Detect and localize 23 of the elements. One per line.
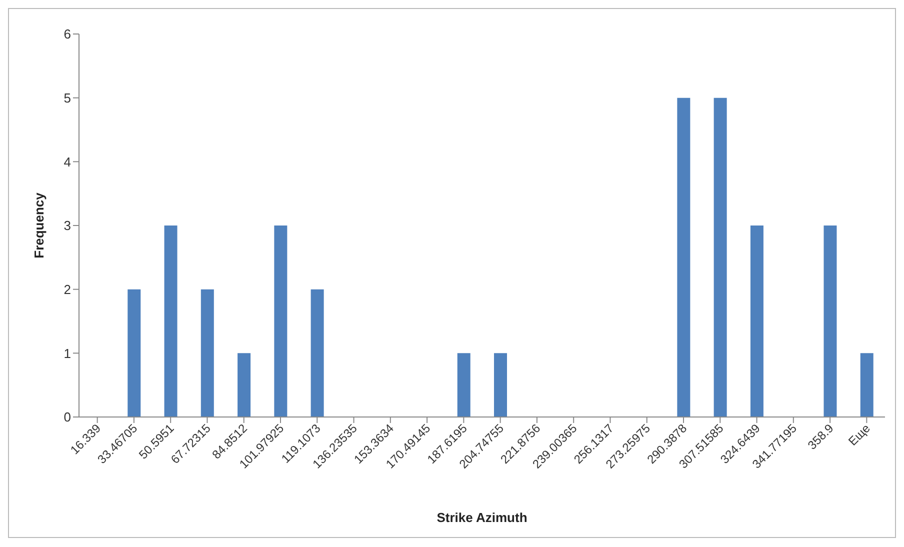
y-tick-label: 5 — [64, 90, 71, 106]
bar — [677, 98, 690, 417]
bar — [310, 289, 324, 417]
bar — [238, 353, 251, 417]
y-tick-label: 4 — [64, 154, 71, 170]
x-tick-label: Еще — [846, 420, 874, 448]
x-axis-title: Strike Azimuth — [436, 510, 528, 525]
bar — [274, 226, 288, 417]
bar — [494, 353, 507, 417]
bar — [750, 226, 764, 417]
y-axis-title: Frequency — [32, 192, 47, 258]
y-tick-label: 6 — [64, 26, 71, 42]
bar — [714, 98, 727, 417]
bar — [457, 353, 470, 417]
y-tick-label: 1 — [64, 346, 71, 361]
bar — [200, 289, 214, 417]
y-tick-label: 2 — [64, 282, 71, 297]
y-tick-label: 3 — [64, 218, 71, 234]
bar — [824, 226, 837, 417]
bar — [128, 289, 141, 417]
bar — [164, 226, 178, 417]
bar — [860, 353, 874, 417]
y-tick-label: 0 — [64, 410, 71, 425]
